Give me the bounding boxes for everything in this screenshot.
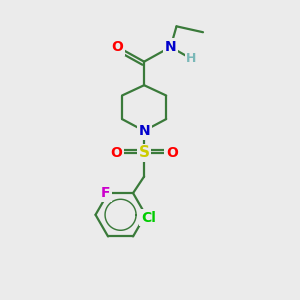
Text: S: S [139,146,150,160]
Text: O: O [112,40,124,54]
Text: N: N [165,40,176,54]
Text: O: O [110,146,122,160]
Text: Cl: Cl [141,211,156,225]
Text: O: O [166,146,178,160]
Text: H: H [186,52,196,65]
Text: F: F [100,186,110,200]
Text: N: N [138,124,150,138]
